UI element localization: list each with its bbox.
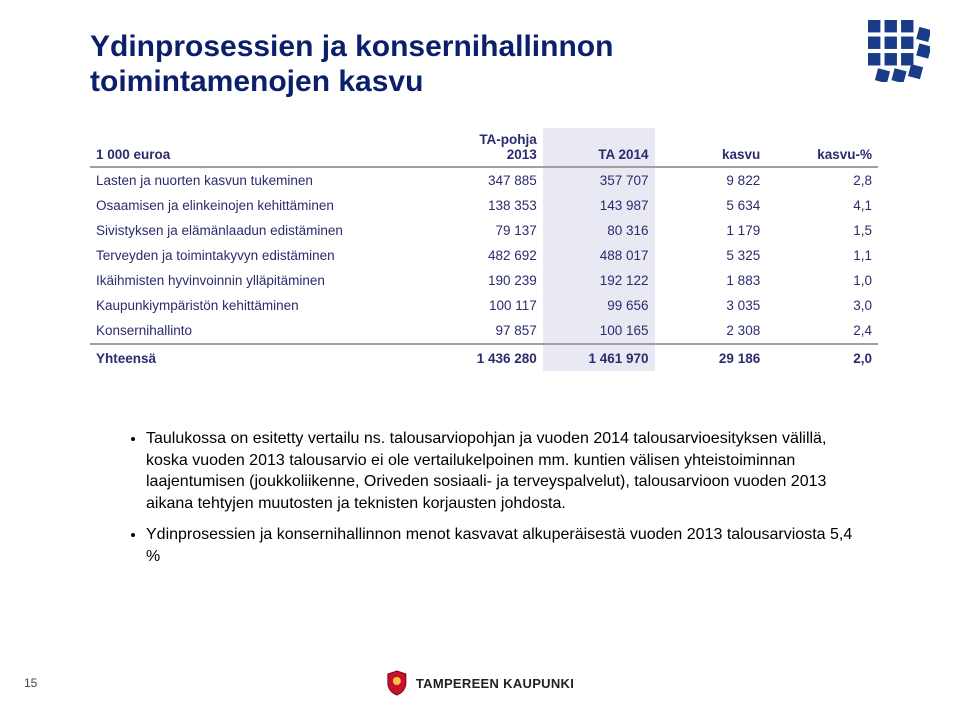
table-cell: 347 885 xyxy=(431,167,543,193)
footer-logo: TAMPEREEN KAUPUNKI xyxy=(386,670,574,696)
table-cell: 488 017 xyxy=(543,243,655,268)
footer-text: TAMPEREEN KAUPUNKI xyxy=(416,676,574,691)
table-cell: 2,0 xyxy=(766,344,878,371)
table-cell: Osaamisen ja elinkeinojen kehittäminen xyxy=(90,193,431,218)
table-cell: 1 179 xyxy=(655,218,767,243)
table-cell: 357 707 xyxy=(543,167,655,193)
table-cell: 190 239 xyxy=(431,268,543,293)
table-header-row: 1 000 euroa TA-pohja 2013 TA 2014 kasvu … xyxy=(90,128,878,167)
col-header: kasvu xyxy=(655,128,767,167)
table-cell: 192 122 xyxy=(543,268,655,293)
table-cell: 1,5 xyxy=(766,218,878,243)
table-row: Sivistyksen ja elämänlaadun edistäminen7… xyxy=(90,218,878,243)
col-header: 1 000 euroa xyxy=(90,128,431,167)
table-cell: 1,0 xyxy=(766,268,878,293)
table-row: Terveyden ja toimintakyvyn edistäminen48… xyxy=(90,243,878,268)
table-cell: Ikäihmisten hyvinvoinnin ylläpitäminen xyxy=(90,268,431,293)
col-header: kasvu-% xyxy=(766,128,878,167)
table-cell: 99 656 xyxy=(543,293,655,318)
table-cell: 2,4 xyxy=(766,318,878,344)
table-total-row: Yhteensä1 436 2801 461 97029 1862,0 xyxy=(90,344,878,371)
data-table: 1 000 euroa TA-pohja 2013 TA 2014 kasvu … xyxy=(90,128,878,371)
table-cell: 1,1 xyxy=(766,243,878,268)
table-cell: Terveyden ja toimintakyvyn edistäminen xyxy=(90,243,431,268)
table-row: Konsernihallinto97 857100 1652 3082,4 xyxy=(90,318,878,344)
table-row: Ikäihmisten hyvinvoinnin ylläpitäminen19… xyxy=(90,268,878,293)
table-cell: 97 857 xyxy=(431,318,543,344)
table-cell: 138 353 xyxy=(431,193,543,218)
table-cell: Lasten ja nuorten kasvun tukeminen xyxy=(90,167,431,193)
table-cell: 5 325 xyxy=(655,243,767,268)
table-cell: 3,0 xyxy=(766,293,878,318)
table-cell: Yhteensä xyxy=(90,344,431,371)
table-cell: 100 165 xyxy=(543,318,655,344)
table-cell: 1 436 280 xyxy=(431,344,543,371)
table-cell: 3 035 xyxy=(655,293,767,318)
table-cell: 482 692 xyxy=(431,243,543,268)
table-cell: Konsernihallinto xyxy=(90,318,431,344)
table-row: Osaamisen ja elinkeinojen kehittäminen13… xyxy=(90,193,878,218)
slide-title: Ydinprosessien ja konsernihallinnon toim… xyxy=(90,30,613,99)
table-cell: Sivistyksen ja elämänlaadun edistäminen xyxy=(90,218,431,243)
table-cell: Kaupunkiympäristön kehittäminen xyxy=(90,293,431,318)
page-number: 15 xyxy=(24,676,37,690)
table-cell: 5 634 xyxy=(655,193,767,218)
bullet-item: Taulukossa on esitetty vertailu ns. talo… xyxy=(146,428,866,514)
table-row: Kaupunkiympäristön kehittäminen100 11799… xyxy=(90,293,878,318)
table-cell: 143 987 xyxy=(543,193,655,218)
bullet-list: Taulukossa on esitetty vertailu ns. talo… xyxy=(126,428,866,578)
table-cell: 100 117 xyxy=(431,293,543,318)
shield-icon xyxy=(386,670,408,696)
table-cell: 2,8 xyxy=(766,167,878,193)
table-cell: 2 308 xyxy=(655,318,767,344)
table-cell: 4,1 xyxy=(766,193,878,218)
bullet-item: Ydinprosessien ja konsernihallinnon meno… xyxy=(146,524,866,567)
table-row: Lasten ja nuorten kasvun tukeminen347 88… xyxy=(90,167,878,193)
table-cell: 29 186 xyxy=(655,344,767,371)
table-cell: 79 137 xyxy=(431,218,543,243)
col-header: TA-pohja 2013 xyxy=(431,128,543,167)
city-logo-icon xyxy=(868,20,930,82)
table-cell: 9 822 xyxy=(655,167,767,193)
table-cell: 1 461 970 xyxy=(543,344,655,371)
table-cell: 80 316 xyxy=(543,218,655,243)
table-cell: 1 883 xyxy=(655,268,767,293)
col-header: TA 2014 xyxy=(543,128,655,167)
